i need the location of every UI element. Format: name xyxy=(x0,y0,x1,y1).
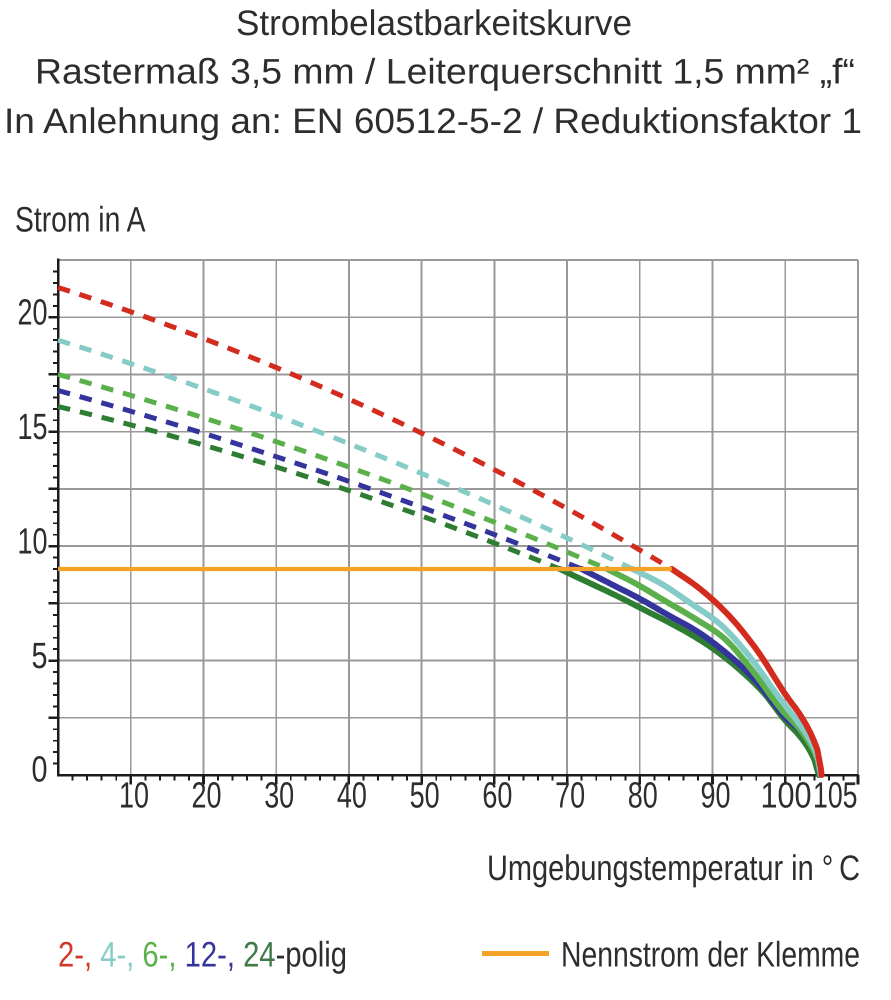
svg-text:In Anlehnung an: EN 60512-5-2: In Anlehnung an: EN 60512-5-2 / Reduktio… xyxy=(4,101,862,141)
svg-text:20: 20 xyxy=(192,775,222,816)
svg-text:5: 5 xyxy=(32,635,48,676)
svg-text:10: 10 xyxy=(18,521,48,562)
svg-text:60: 60 xyxy=(482,775,512,816)
svg-text:Rastermaß 3,5 mm / Leiterquers: Rastermaß 3,5 mm / Leiterquerschnitt 1,5… xyxy=(35,52,855,92)
svg-text:Strom in A: Strom in A xyxy=(15,200,146,240)
svg-text:50: 50 xyxy=(410,775,440,816)
svg-text:10: 10 xyxy=(119,775,149,816)
svg-text:40: 40 xyxy=(337,775,367,816)
svg-text:Nennstrom der Klemme: Nennstrom der Klemme xyxy=(561,935,860,975)
svg-text:80: 80 xyxy=(628,775,658,816)
svg-text:20: 20 xyxy=(18,292,48,333)
svg-text:30: 30 xyxy=(264,775,294,816)
svg-text:Strombelastbarkeitskurve: Strombelastbarkeitskurve xyxy=(236,3,632,43)
svg-text:15: 15 xyxy=(18,406,48,447)
svg-text:105: 105 xyxy=(813,775,858,816)
svg-text:0: 0 xyxy=(32,749,48,790)
svg-text:90: 90 xyxy=(701,775,731,816)
svg-text:Umgebungstemperatur in ° C: Umgebungstemperatur in ° C xyxy=(487,848,860,888)
svg-text:70: 70 xyxy=(555,775,585,816)
svg-text:2-, 4-, 6-, 12-, 24-polig: 2-, 4-, 6-, 12-, 24-polig xyxy=(58,935,347,975)
svg-text:100: 100 xyxy=(761,775,812,816)
